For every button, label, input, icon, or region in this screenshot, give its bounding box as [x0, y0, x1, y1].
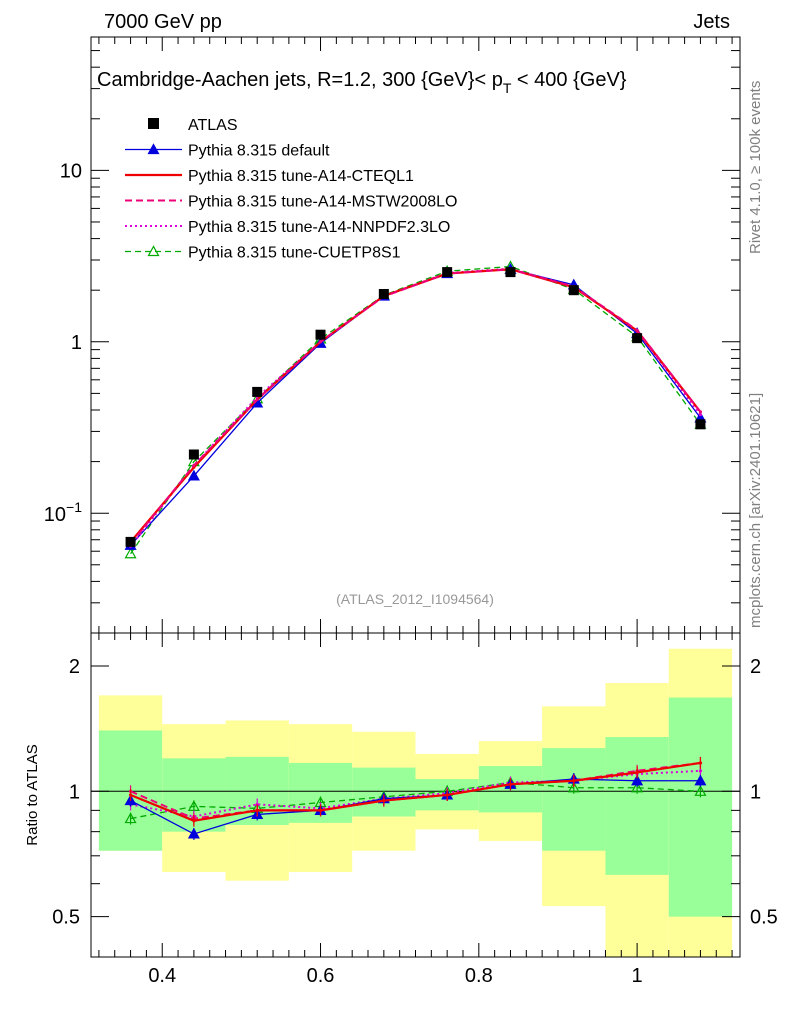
- rivet-label: Rivet 4.1.0, ≥ 100k events: [747, 81, 764, 254]
- ratio-marker-cteql1: [445, 793, 449, 797]
- marker-atlas: [695, 419, 706, 430]
- ratio-band-inner: [668, 697, 733, 917]
- marker-mstw: [192, 463, 196, 467]
- ratio-marker-default: [187, 827, 200, 839]
- ratio-ytick-label-right: 2: [750, 656, 761, 678]
- ratio-ytick-label: 1: [69, 781, 80, 803]
- process-label: Jets: [693, 11, 730, 33]
- legend-marker-default: [147, 143, 160, 155]
- marker-atlas: [315, 329, 326, 340]
- main-axes: 10 1 10−1: [44, 36, 740, 634]
- series-line-cteql1: [129, 268, 702, 543]
- marker-mstw: [255, 398, 259, 402]
- ratio-axes: 2 2 1 1 0.5 0.5 0.4 0.6 0.8 1: [52, 633, 778, 987]
- collision-label: 7000 GeV pp: [104, 11, 222, 33]
- legend-label-nnpdf: Pythia 8.315 tune-A14-NNPDF2.3LO: [188, 219, 450, 236]
- legend-entry-cteql1: Pythia 8.315 tune-A14-CTEQL1: [125, 168, 414, 185]
- ratio-xtick-label: 0.4: [148, 965, 176, 987]
- marker-nnpdf: [698, 413, 702, 417]
- ratio-xtick-label: 0.6: [307, 965, 335, 987]
- ratio-marker-default: [694, 774, 707, 786]
- main-ytick-label: 1: [71, 332, 82, 354]
- ratio-series: [124, 756, 707, 840]
- ratio-marker-cteql1: [318, 808, 323, 812]
- marker-atlas: [442, 267, 453, 278]
- ratio-marker-cteql1: [572, 779, 576, 783]
- plot-title: Cambridge-Aachen jets, R=1.2, 300 {GeV}<…: [97, 69, 627, 96]
- analysis-label: (ATLAS_2012_I1094564): [336, 591, 494, 607]
- ratio-band-inner: [542, 748, 606, 851]
- ratio-marker-cuetp: [124, 812, 137, 824]
- legend-entry-default: Pythia 8.315 default: [125, 143, 330, 160]
- marker-mstw: [698, 410, 702, 414]
- ratio-marker-cuetp: [187, 800, 200, 811]
- legend-label-mstw: Pythia 8.315 tune-A14-MSTW2008LO: [188, 194, 457, 211]
- series-line-cuetp: [130, 265, 701, 555]
- ratio-ylabel: Ratio to ATLAS: [24, 744, 41, 845]
- ratio-marker-cuetp: [567, 781, 580, 793]
- ratio-band-inner: [605, 737, 669, 875]
- ratio-uncertainty-bands: [91, 648, 740, 957]
- ratio-ytick-label-right: 0.5: [750, 907, 778, 929]
- marker-mstw: [319, 340, 323, 344]
- legend-marker-cuetp: [147, 245, 160, 257]
- legend-label-default: Pythia 8.315 default: [188, 143, 330, 160]
- ratio-marker-cteql1: [635, 770, 639, 775]
- legend-label-cuetp: Pythia 8.315 tune-CUETP8S1: [188, 245, 401, 262]
- ratio-ytick-label: 0.5: [52, 907, 80, 929]
- ratio-line-nnpdf: [130, 769, 701, 818]
- legend-entry-atlas: ATLAS: [148, 117, 238, 134]
- ratio-ytick-label-right: 1: [750, 781, 761, 803]
- ratio-marker-cteql1: [508, 782, 513, 786]
- legend-label-cteql1: Pythia 8.315 tune-A14-CTEQL1: [188, 168, 414, 185]
- marker-atlas: [188, 449, 199, 460]
- marker-atlas: [568, 285, 579, 296]
- mcplots-label: mcplots.cern.ch [arXiv:2401.10621]: [747, 393, 764, 628]
- legend-entry-mstw: Pythia 8.315 tune-A14-MSTW2008LO: [125, 194, 457, 211]
- legend: ATLAS Pythia 8.315 default Pythia 8.315 tu…: [125, 117, 457, 262]
- ratio-ytick-label: 2: [69, 656, 80, 678]
- marker-cuetp: [124, 547, 137, 559]
- legend-marker-atlas: [148, 118, 159, 129]
- marker-atlas: [378, 289, 389, 300]
- marker-atlas: [505, 267, 516, 278]
- marker-atlas: [252, 386, 263, 397]
- ratio-marker-default: [631, 774, 644, 786]
- series-line-default: [130, 268, 701, 546]
- legend-entry-cuetp: Pythia 8.315 tune-CUETP8S1: [125, 245, 401, 262]
- ratio-marker-cteql1: [255, 808, 259, 812]
- ratio-line-cteql1: [130, 761, 701, 822]
- ratio-marker-cteql1: [192, 819, 196, 823]
- main-ytick-label: 10−1: [44, 499, 82, 526]
- legend-label-atlas: ATLAS: [188, 117, 238, 134]
- ratio-marker-cteql1: [382, 798, 386, 803]
- ratio-marker-cuetp: [694, 785, 707, 796]
- marker-atlas: [632, 333, 643, 344]
- legend-entry-nnpdf: Pythia 8.315 tune-A14-NNPDF2.3LO: [125, 219, 450, 236]
- series-line-nnpdf: [129, 267, 702, 548]
- series-line-mstw: [129, 268, 702, 545]
- ratio-marker-cteql1: [128, 793, 133, 797]
- ratio-marker-cteql1: [698, 761, 703, 765]
- ratio-marker-nnpdf: [698, 769, 703, 773]
- marker-default: [187, 469, 200, 481]
- ratio-marker-cuetp: [631, 781, 644, 793]
- marker-atlas: [125, 536, 136, 547]
- main-ytick-label: 10: [60, 160, 82, 182]
- marker-mstw: [635, 328, 639, 332]
- ratio-xtick-label: 0.8: [465, 965, 493, 987]
- main-series: [124, 260, 707, 559]
- ratio-xtick-label: 1: [632, 965, 643, 987]
